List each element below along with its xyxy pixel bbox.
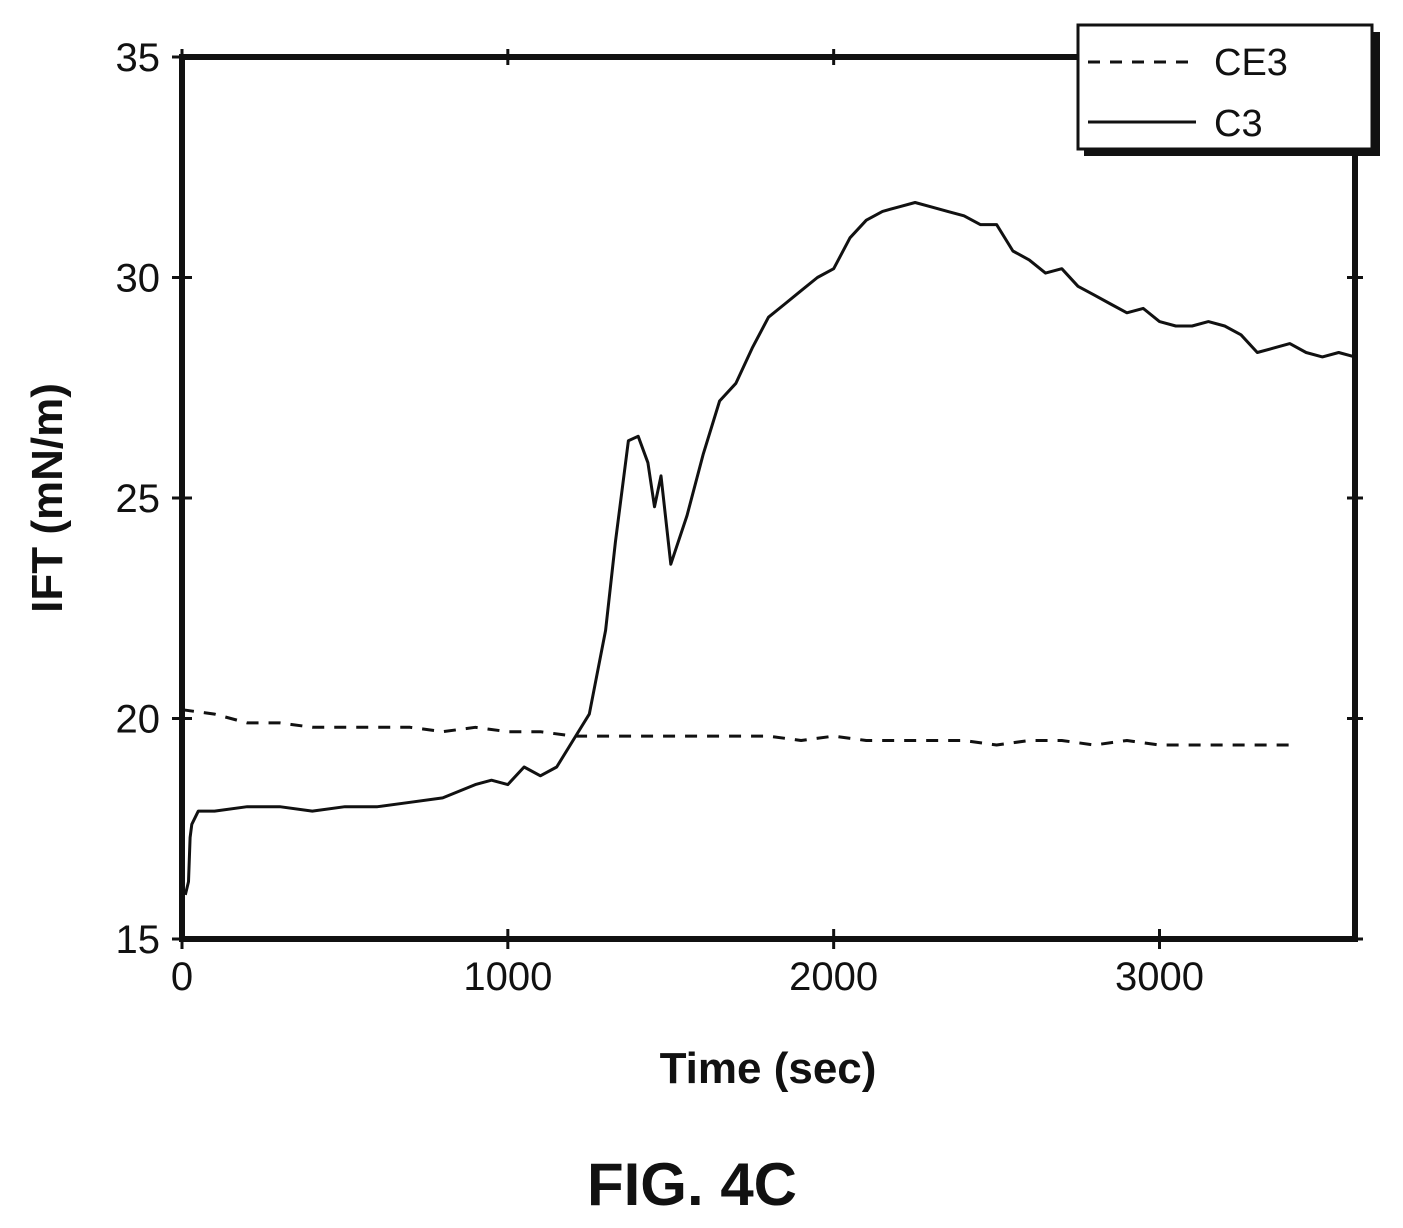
- x-tick-label: 0: [171, 955, 193, 999]
- x-axis-ticks: 0 1000 2000 3000: [171, 49, 1204, 999]
- x-tick-label: 2000: [789, 955, 878, 999]
- legend-label-c3: C3: [1214, 103, 1263, 145]
- series-line-ce3: [181, 708, 1290, 747]
- y-tick-label: 30: [116, 257, 161, 301]
- y-axis-ticks: 15 20 25 30 35: [116, 36, 1363, 962]
- y-axis-title: IFT (mN/m): [23, 383, 72, 613]
- x-axis-title: Time (sec): [660, 1044, 877, 1093]
- series-line-c3: [183, 201, 1356, 896]
- legend-box: [1076, 23, 1374, 151]
- x-tick-label: 3000: [1115, 955, 1204, 999]
- series-layer: [181, 201, 1356, 896]
- y-tick-label: 15: [116, 918, 161, 962]
- y-tick-label: 25: [116, 477, 161, 521]
- legend: CE3 C3: [1076, 23, 1380, 156]
- y-tick-label: 35: [116, 36, 161, 80]
- legend-label-ce3: CE3: [1214, 42, 1288, 84]
- y-tick-label: 20: [116, 698, 161, 742]
- figure-caption: FIG. 4C: [587, 1151, 797, 1218]
- x-tick-label: 1000: [463, 955, 552, 999]
